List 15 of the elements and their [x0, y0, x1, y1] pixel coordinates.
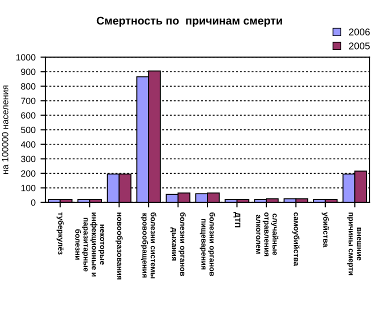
y-tick-label: 400: [20, 141, 36, 148]
y-tick-label: 0: [31, 199, 36, 206]
y-tick-label: 300: [21, 156, 36, 162]
chart-title: Смертность по причинам смерти: [96, 16, 282, 27]
legend-label: 2006: [349, 28, 370, 36]
y-axis-title: на 100000 населения: [2, 86, 8, 174]
y-tick-label: 100: [21, 184, 36, 192]
y-tick-label: 1000: [16, 54, 36, 61]
legend-label: 2005: [349, 42, 370, 50]
y-tick-label: 500: [21, 126, 36, 134]
y-tick-label: 900: [21, 68, 36, 76]
y-tick-label: 200: [21, 170, 36, 177]
y-tick-label: 600: [21, 112, 36, 119]
y-tick-label: 800: [21, 83, 36, 90]
y-tick-label: 700: [21, 98, 36, 104]
